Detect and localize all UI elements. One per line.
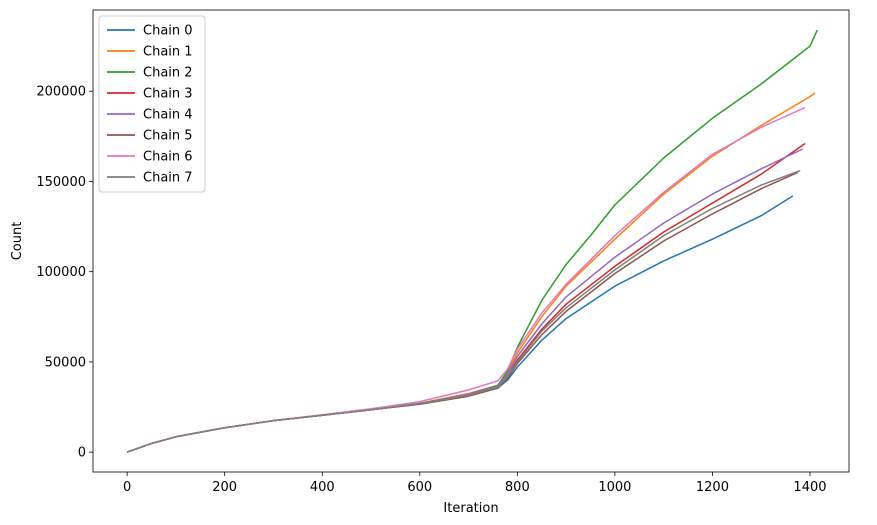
legend-label: Chain 1: [143, 45, 193, 60]
x-tick-label: 1200: [696, 480, 729, 495]
x-tick-label: 1000: [598, 480, 631, 495]
legend-label: Chain 0: [143, 24, 193, 39]
legend-box: [98, 15, 206, 193]
legend-label: Chain 4: [143, 108, 193, 123]
y-tick-label: 200000: [36, 85, 86, 100]
plot-background: [93, 10, 849, 472]
legend-label: Chain 3: [143, 87, 193, 102]
x-tick-label: 400: [310, 480, 335, 495]
y-axis-label: Count: [10, 222, 25, 261]
legend-label: Chain 5: [143, 129, 193, 144]
x-tick-label: 800: [505, 480, 530, 495]
y-tick-label: 50000: [45, 355, 86, 370]
series-line-chain-7: [126, 169, 801, 453]
y-tick-label: 100000: [36, 265, 86, 280]
x-axis-label: Iteration: [443, 501, 498, 516]
x-tick-label: 0: [123, 480, 131, 495]
legend: Chain 0 Chain 1 Chain 2 Chain 3 Chain 4 Chain…: [98, 15, 206, 193]
legend-label: Chain 2: [143, 66, 193, 81]
x-tick-label: 600: [407, 480, 432, 495]
plot-area: [93, 10, 849, 472]
legend-label: Chain 7: [143, 171, 193, 186]
x-axis-ticks: 0 200 400 600 800 1000 1200 1400: [123, 472, 827, 495]
series-lines: [126, 29, 818, 453]
y-tick-label: 150000: [36, 175, 86, 190]
y-axis-ticks: 0 50000 100000 150000 200000: [36, 85, 93, 461]
legend-label: Chain 6: [143, 150, 193, 165]
axes-frame: [92, 9, 850, 473]
y-tick-label: 0: [78, 446, 86, 461]
axes: [92, 9, 850, 473]
x-tick-label: 200: [212, 480, 237, 495]
x-tick-label: 1400: [793, 480, 826, 495]
